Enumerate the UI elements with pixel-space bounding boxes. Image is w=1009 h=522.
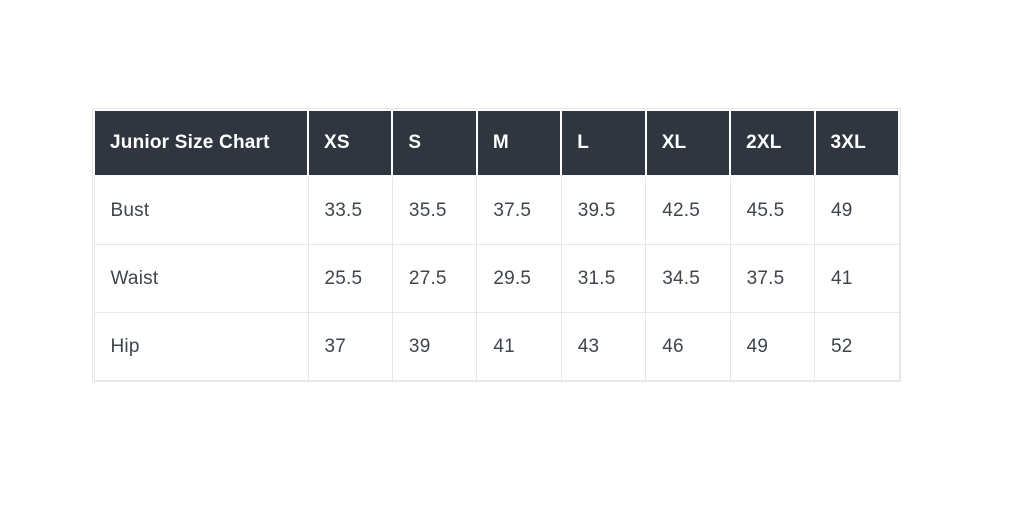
cell-waist-3xl: 41 — [814, 244, 900, 313]
header-cell-xl: XL — [644, 109, 732, 177]
cell-waist-s: 27.5 — [391, 244, 478, 313]
cell-hip-s: 39 — [391, 312, 478, 381]
cell-bust-l: 39.5 — [560, 175, 647, 245]
size-chart-table: Junior Size Chart XS S M L XL 2XL 3XL Bu… — [92, 108, 901, 382]
table-row-bust: Bust 33.5 35.5 37.5 39.5 42.5 45.5 49 — [93, 175, 900, 245]
cell-bust-xl: 42.5 — [645, 175, 731, 245]
row-label-hip: Hip — [93, 312, 309, 381]
table-row-hip: Hip 37 39 41 43 46 49 52 — [93, 312, 900, 381]
cell-hip-l: 43 — [560, 312, 647, 381]
header-cell-2xl: 2XL — [729, 109, 816, 177]
table-row-waist: Waist 25.5 27.5 29.5 31.5 34.5 37.5 41 — [93, 244, 900, 313]
cell-bust-3xl: 49 — [814, 175, 900, 245]
cell-bust-m: 37.5 — [476, 175, 562, 245]
header-cell-m: M — [475, 109, 563, 177]
size-chart-title-cell: Junior Size Chart — [93, 109, 309, 177]
junior-size-chart: Junior Size Chart XS S M L XL 2XL 3XL Bu… — [93, 109, 901, 381]
cell-waist-2xl: 37.5 — [729, 244, 816, 313]
row-label-bust: Bust — [93, 175, 309, 245]
cell-hip-xs: 37 — [307, 312, 393, 381]
cell-bust-xs: 33.5 — [307, 175, 393, 245]
cell-bust-s: 35.5 — [391, 175, 478, 245]
header-cell-3xl: 3XL — [813, 109, 901, 177]
header-cell-s: S — [391, 109, 478, 177]
row-label-waist: Waist — [93, 244, 309, 313]
cell-waist-xl: 34.5 — [645, 244, 731, 313]
cell-waist-l: 31.5 — [560, 244, 647, 313]
cell-hip-3xl: 52 — [814, 312, 900, 381]
cell-hip-2xl: 49 — [729, 312, 816, 381]
cell-waist-xs: 25.5 — [307, 244, 393, 313]
header-cell-l: L — [560, 109, 647, 177]
cell-waist-m: 29.5 — [476, 244, 562, 313]
cell-hip-xl: 46 — [645, 312, 731, 381]
cell-bust-2xl: 45.5 — [729, 175, 816, 245]
header-cell-xs: XS — [306, 109, 394, 177]
header-row: Junior Size Chart XS S M L XL 2XL 3XL — [93, 109, 901, 177]
cell-hip-m: 41 — [476, 312, 562, 381]
